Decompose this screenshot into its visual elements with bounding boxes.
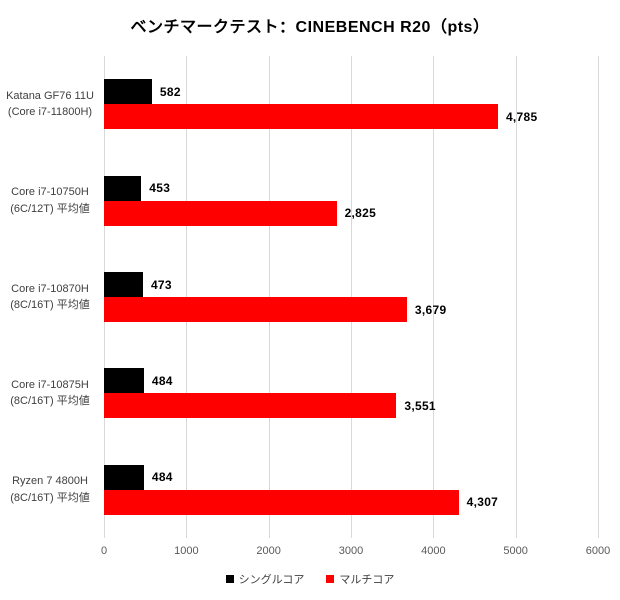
single-core-value: 453 — [149, 181, 171, 196]
category-label: Katana GF76 11U (Core i7-11800H) — [0, 56, 100, 152]
bar-group: 582 4,785 — [104, 56, 598, 152]
single-core-bar — [104, 175, 142, 201]
category-label: Core i7-10750H (6C/12T) 平均値 — [0, 152, 100, 248]
legend-item-single-core: シングルコア — [225, 571, 305, 587]
bar-group: 484 3,551 — [104, 345, 598, 441]
legend-label-multi-core: マルチコア — [339, 574, 395, 586]
single-core-bar-line: 484 — [104, 464, 598, 490]
category-label-line2: (8C/16T) 平均値 — [10, 395, 90, 408]
x-axis-tick-label: 5000 — [503, 545, 528, 557]
category-axis: Katana GF76 11U (Core i7-11800H) Core i7… — [0, 56, 100, 538]
chart-title: ベンチマークテスト：CINEBENCH R20（pts） — [130, 19, 490, 36]
plot-area: 582 4,785 453 2,825 — [104, 56, 599, 538]
multi-core-bar — [104, 104, 498, 130]
single-core-bar — [104, 368, 144, 394]
multi-core-value: 4,307 — [466, 495, 499, 510]
single-core-bar-line: 473 — [104, 272, 598, 298]
single-core-bar-line: 484 — [104, 368, 598, 394]
multi-core-bar-line: 3,551 — [104, 393, 598, 419]
legend-swatch-single-core-icon — [225, 575, 234, 583]
x-axis: 0 1000 2000 3000 4000 5000 6000 — [100, 545, 610, 561]
category-label-line1: Katana GF76 11U — [6, 89, 94, 102]
category-label-line1: Core i7-10750H — [11, 186, 89, 199]
x-axis-tick-label: 6000 — [585, 545, 611, 557]
x-axis-tick-label: 1000 — [174, 545, 199, 557]
multi-core-value: 3,679 — [414, 302, 447, 317]
multi-core-bar — [104, 489, 459, 515]
category-label-line2: (6C/12T) 平均値 — [10, 202, 90, 215]
x-axis-tick-label: 4000 — [421, 545, 446, 557]
single-core-value: 484 — [151, 470, 173, 485]
bar-group: 453 2,825 — [104, 152, 598, 248]
category-label-line2: (8C/16T) 平均値 — [10, 299, 90, 312]
category-label: Core i7-10870H (8C/16T) 平均値 — [0, 249, 100, 345]
gridline — [268, 56, 270, 538]
x-axis-tick-label: 2000 — [256, 545, 281, 557]
multi-core-value: 2,825 — [344, 206, 377, 221]
bar-group: 484 4,307 — [104, 442, 598, 538]
x-axis-tick-label: 3000 — [338, 545, 364, 557]
gridline — [515, 56, 517, 538]
multi-core-bar-line: 4,785 — [104, 104, 598, 130]
gridline — [351, 56, 352, 538]
single-core-bar — [104, 272, 143, 298]
multi-core-bar-line: 4,307 — [104, 489, 598, 515]
multi-core-bar — [104, 393, 397, 419]
gridline — [433, 56, 435, 538]
multi-core-bar — [104, 200, 337, 226]
category-label: Ryzen 7 4800H (8C/16T) 平均値 — [0, 442, 100, 538]
bar-group: 473 3,679 — [104, 249, 598, 345]
gridline — [598, 56, 599, 538]
gridline — [186, 56, 188, 538]
x-axis-tick-label: 0 — [100, 545, 108, 557]
category-label-line1: Core i7-10870H — [11, 282, 89, 295]
single-core-value: 582 — [159, 84, 181, 99]
bar-rows: 582 4,785 453 2,825 — [104, 56, 598, 538]
legend-item-multi-core: マルチコア — [326, 571, 394, 587]
multi-core-bar-line: 3,679 — [104, 297, 598, 323]
multi-core-bar-line: 2,825 — [104, 200, 598, 226]
multi-core-value: 3,551 — [404, 398, 436, 413]
multi-core-bar — [104, 297, 407, 323]
single-core-bar-line: 453 — [104, 175, 598, 201]
legend-swatch-multi-core-icon — [326, 575, 335, 583]
multi-core-value: 4,785 — [505, 109, 538, 124]
single-core-value: 484 — [151, 373, 173, 388]
category-label-line1: Ryzen 7 4800H — [12, 475, 88, 488]
category-label-line2: (Core i7-11800H) — [7, 106, 93, 119]
legend-label-single-core: シングルコア — [238, 574, 305, 586]
single-core-bar-line: 582 — [104, 79, 598, 105]
single-core-bar — [104, 464, 144, 490]
category-label: Core i7-10875H (8C/16T) 平均値 — [0, 345, 100, 441]
single-core-bar — [104, 79, 152, 105]
category-label-line1: Core i7-10875H — [11, 378, 89, 391]
category-label-line2: (8C/16T) 平均値 — [10, 491, 90, 504]
legend: シングルコア マルチコア — [0, 571, 620, 587]
single-core-value: 473 — [150, 277, 172, 292]
